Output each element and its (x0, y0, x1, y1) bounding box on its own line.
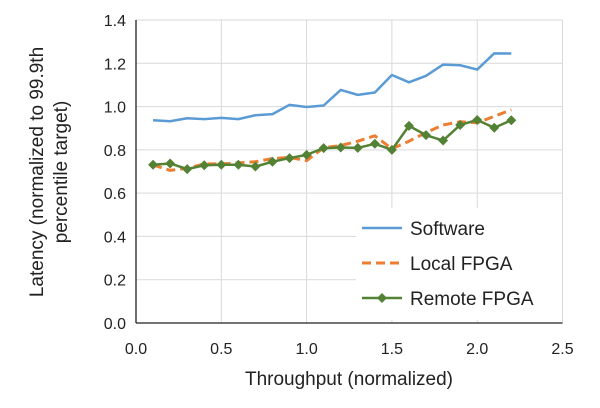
series-lines (148, 52, 517, 175)
grid (136, 19, 563, 323)
data-point-marker (438, 135, 449, 146)
y-tick-label: 0.6 (104, 186, 126, 203)
legend: Software Local FPGA Remote FPGA (356, 208, 562, 320)
data-point-marker (318, 143, 329, 154)
y-axis-label-line2: percentile target) (51, 101, 72, 244)
x-tick-label: 0.5 (210, 341, 232, 358)
x-tick-label: 2.5 (551, 341, 573, 358)
y-tick-label: 0.8 (104, 143, 126, 160)
data-point-marker (489, 122, 500, 133)
axes: 0.0 0.5 1.0 1.5 2.0 2.5 0.0 0.2 0.4 0.6 0.8 1.0 1.2 1… (104, 13, 574, 358)
legend-marker (377, 293, 387, 303)
data-point-marker (455, 119, 466, 130)
legend-label: Local FPGA (410, 254, 513, 275)
data-point-marker (267, 156, 278, 167)
x-tick-label: 0.0 (125, 341, 147, 358)
y-tick-label: 0.0 (104, 316, 126, 333)
data-point-marker (301, 149, 312, 160)
data-point-marker (233, 159, 244, 170)
y-tick-label: 0.4 (104, 229, 126, 246)
series-line-software (152, 52, 512, 123)
x-axis-label: Throughput (normalized) (245, 369, 453, 390)
y-axis-label-line1: Latency (normalized to 99.9th (27, 47, 48, 297)
legend-label: Software (410, 219, 485, 240)
legend-label: Remote FPGA (410, 289, 534, 310)
data-point-marker (199, 160, 210, 171)
data-point-marker (386, 144, 397, 155)
data-point-marker (182, 164, 193, 175)
x-tick-label: 2.0 (466, 341, 488, 358)
data-point-marker (403, 120, 414, 131)
y-tick-label: 1.2 (104, 56, 126, 73)
data-point-marker (506, 115, 517, 126)
data-point-marker (335, 142, 346, 153)
data-point-marker (421, 130, 432, 141)
series-line-remote-fpga (152, 118, 512, 171)
data-point-marker (284, 153, 295, 164)
data-point-marker (148, 159, 159, 170)
y-tick-label: 0.2 (104, 273, 126, 290)
y-tick-label: 1.0 (104, 100, 126, 117)
data-point-marker (369, 138, 380, 149)
data-point-marker (250, 161, 261, 172)
data-point-marker (472, 114, 483, 125)
data-point-marker (165, 158, 176, 169)
data-point-marker (352, 142, 363, 153)
x-tick-label: 1.0 (295, 341, 317, 358)
x-tick-label: 1.5 (381, 341, 403, 358)
y-tick-label: 1.4 (104, 13, 126, 30)
data-point-marker (216, 159, 227, 170)
